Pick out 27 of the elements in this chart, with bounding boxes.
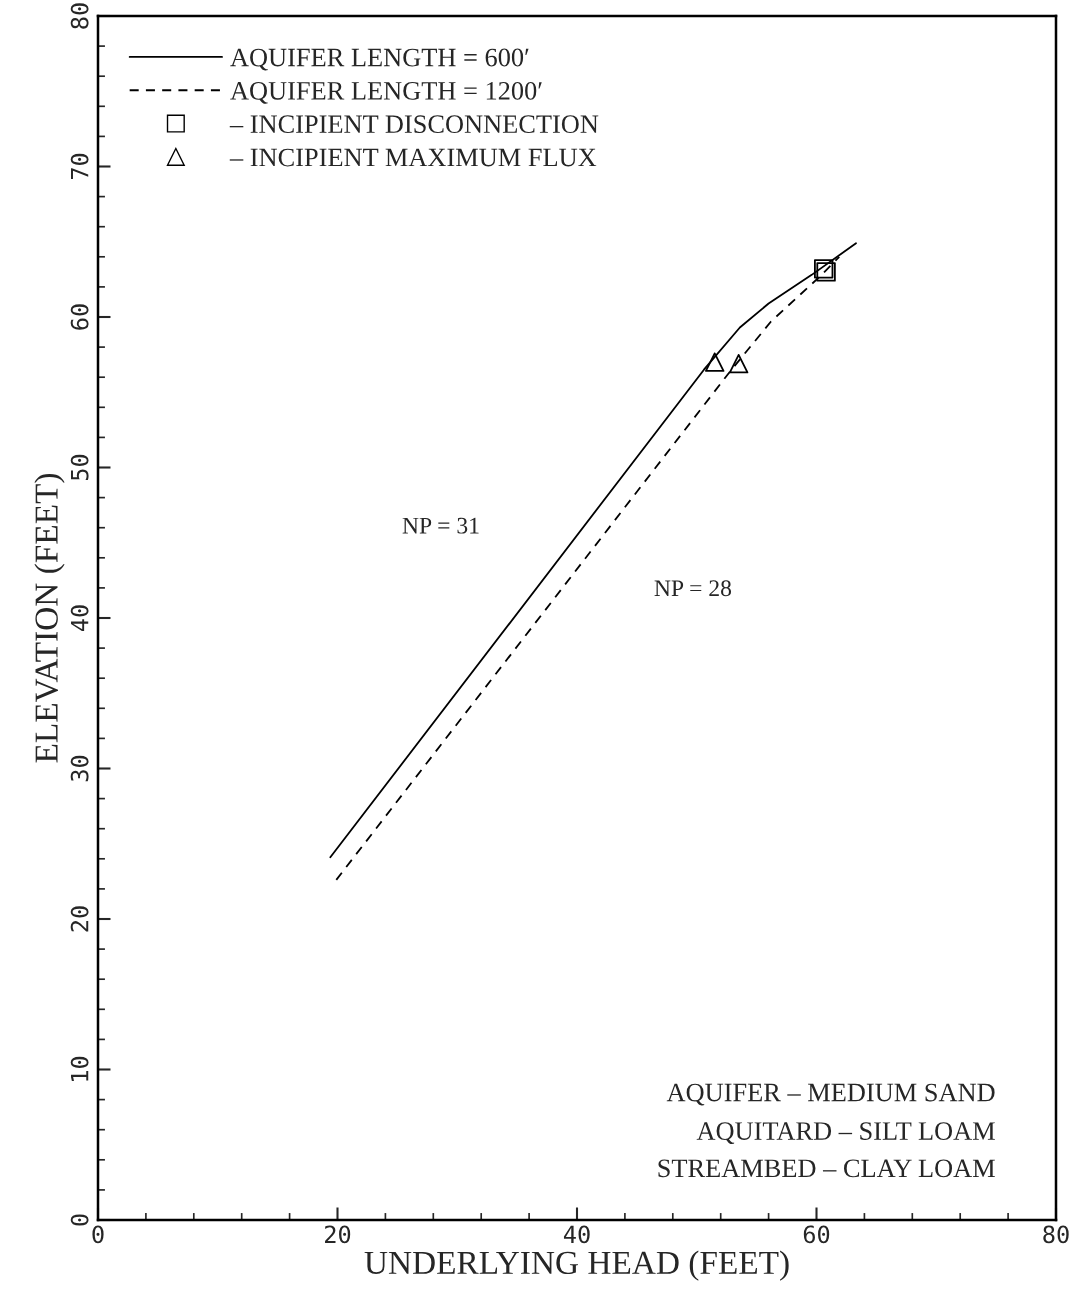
- y-tick-label: 50: [70, 454, 89, 481]
- y-tick-label: 60: [70, 304, 89, 330]
- x-tick-label: 60: [803, 1225, 830, 1244]
- y-tick-label: 80: [70, 3, 89, 29]
- annotation: NP = 31: [402, 517, 479, 534]
- x-tick-label: 80: [1043, 1225, 1069, 1244]
- annotation: AQUIFER – MEDIUM SAND: [666, 1083, 995, 1106]
- x-tick-label: 20: [325, 1225, 351, 1244]
- y-tick-label: 10: [70, 1056, 89, 1081]
- y-tick-label: 70: [70, 153, 89, 180]
- y-tick-label: 0: [70, 1214, 89, 1226]
- legend-label: AQUIFER LENGTH = 600′: [230, 48, 529, 71]
- annotation: NP = 28: [654, 580, 732, 597]
- point: [728, 353, 749, 374]
- y-tick-label: 30: [70, 755, 89, 782]
- x-tick-label: 40: [563, 1225, 590, 1244]
- y-tick-label: 20: [70, 906, 89, 932]
- annotation: STREAMBED – CLAY LOAM: [658, 1159, 995, 1178]
- x-tick-label: 0: [92, 1225, 104, 1244]
- y-tick-label: 40: [70, 605, 89, 632]
- y-axis-title: ELEVATION (FEET): [34, 473, 65, 763]
- legend-label: AQUIFER LENGTH = 1200′: [230, 81, 542, 104]
- legend-label: – INCIPIENT DISCONNECTION: [229, 115, 599, 134]
- point: [705, 352, 725, 372]
- annotation: AQUITARD – SILT LOAM: [696, 1122, 995, 1144]
- x-axis-title: UNDERLYING HEAD (FEET): [364, 1250, 789, 1281]
- legend-label: – INCIPIENT MAXIMUM FLUX: [229, 148, 597, 167]
